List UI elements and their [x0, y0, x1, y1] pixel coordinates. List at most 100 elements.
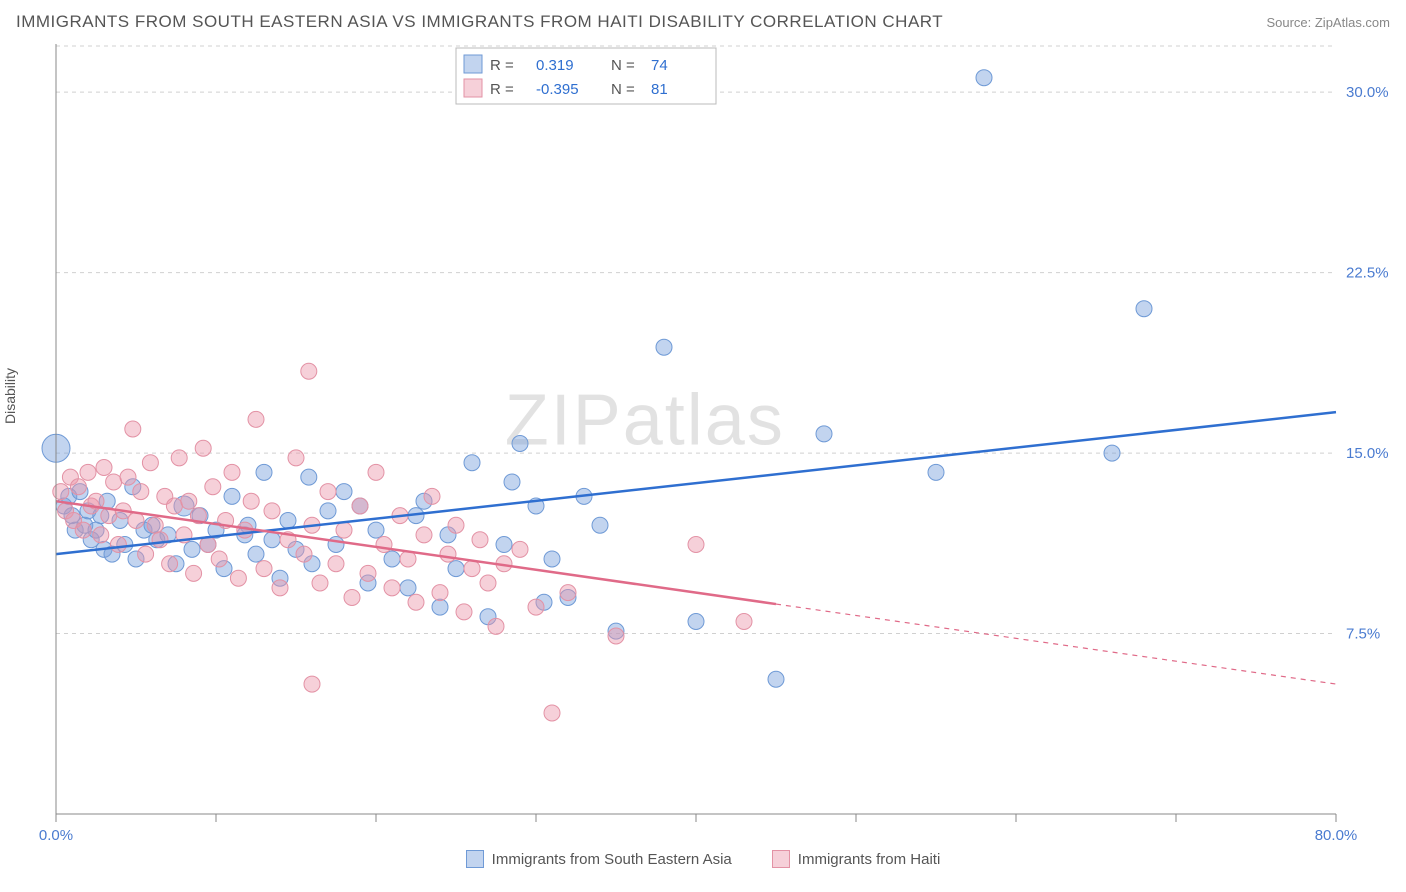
legend-label-haiti: Immigrants from Haiti [798, 851, 941, 868]
data-point-sea [816, 426, 832, 442]
data-point-haiti [256, 561, 272, 577]
y-tick-label: 7.5% [1346, 626, 1380, 643]
data-point-haiti [70, 479, 86, 495]
data-point-haiti [560, 585, 576, 601]
data-point-haiti [360, 565, 376, 581]
data-point-sea [504, 474, 520, 490]
data-point-haiti [416, 527, 432, 543]
source-prefix: Source: [1266, 15, 1314, 30]
data-point-haiti [125, 421, 141, 437]
data-point-haiti [440, 546, 456, 562]
bottom-legend: Immigrants from South Eastern Asia Immig… [0, 850, 1406, 868]
data-point-haiti [186, 565, 202, 581]
data-point-haiti [296, 546, 312, 562]
y-tick-label: 22.5% [1346, 265, 1389, 282]
source-name: ZipAtlas.com [1315, 15, 1390, 30]
data-point-haiti [162, 556, 178, 572]
data-point-haiti [320, 484, 336, 500]
stat-swatch-sea [464, 55, 482, 73]
data-point-sea [384, 551, 400, 567]
chart-container: Disability ZIPatlas0.0%80.0%7.5%15.0%22.… [16, 44, 1390, 844]
data-point-haiti [608, 628, 624, 644]
data-point-sea [656, 339, 672, 355]
data-point-haiti [368, 464, 384, 480]
data-point-sea [512, 435, 528, 451]
data-point-haiti [272, 580, 288, 596]
svg-text:R =: R = [490, 57, 514, 74]
data-point-haiti [224, 464, 240, 480]
data-point-haiti [166, 498, 182, 514]
svg-text:81: 81 [651, 81, 668, 98]
chart-source: Source: ZipAtlas.com [1266, 15, 1390, 30]
data-point-haiti [133, 484, 149, 500]
legend-swatch-sea [466, 850, 484, 868]
data-point-haiti [75, 522, 91, 538]
svg-text:R =: R = [490, 81, 514, 98]
data-point-haiti [264, 503, 280, 519]
data-point-sea [328, 537, 344, 553]
data-point-haiti [96, 460, 112, 476]
watermark: ZIPatlas [505, 380, 785, 460]
data-point-haiti [408, 594, 424, 610]
data-point-sea [592, 517, 608, 533]
data-point-sea [688, 614, 704, 630]
data-point-sea [464, 455, 480, 471]
legend-label-sea: Immigrants from South Eastern Asia [492, 851, 732, 868]
data-point-haiti [138, 546, 154, 562]
y-axis-label: Disability [2, 368, 18, 424]
data-point-haiti [456, 604, 472, 620]
data-point-haiti [230, 570, 246, 586]
data-point-haiti [211, 551, 227, 567]
trend-line-dashed-haiti [776, 604, 1336, 684]
data-point-haiti [93, 527, 109, 543]
data-point-haiti [120, 469, 136, 485]
data-point-haiti [301, 363, 317, 379]
data-point-sea [768, 671, 784, 687]
data-point-haiti [480, 575, 496, 591]
data-point-haiti [205, 479, 221, 495]
data-point-haiti [128, 512, 144, 528]
data-point-sea [928, 464, 944, 480]
data-point-haiti [312, 575, 328, 591]
data-point-haiti [488, 618, 504, 634]
data-point-haiti [248, 411, 264, 427]
data-point-haiti [328, 556, 344, 572]
data-point-sea [256, 464, 272, 480]
svg-text:74: 74 [651, 57, 668, 74]
data-point-sea [448, 561, 464, 577]
svg-text:N =: N = [611, 81, 635, 98]
data-point-sea [301, 469, 317, 485]
data-point-sea [184, 541, 200, 557]
data-point-haiti [243, 493, 259, 509]
data-point-haiti [736, 614, 752, 630]
data-point-haiti [53, 484, 69, 500]
data-point-haiti [195, 440, 211, 456]
data-point-haiti [304, 676, 320, 692]
data-point-haiti [528, 599, 544, 615]
svg-text:N =: N = [611, 57, 635, 74]
y-tick-label: 15.0% [1346, 445, 1389, 462]
data-point-sea [496, 537, 512, 553]
y-tick-label: 30.0% [1346, 84, 1389, 101]
data-point-haiti [152, 532, 168, 548]
data-point-haiti [147, 517, 163, 533]
svg-text:-0.395: -0.395 [536, 81, 579, 98]
data-point-haiti [544, 705, 560, 721]
data-point-haiti [352, 498, 368, 514]
data-point-haiti [288, 450, 304, 466]
data-point-haiti [688, 537, 704, 553]
data-point-sea [1104, 445, 1120, 461]
x-tick-label: 0.0% [39, 827, 73, 844]
data-point-sea [400, 580, 416, 596]
legend-item-haiti: Immigrants from Haiti [772, 850, 941, 868]
data-point-sea [1136, 301, 1152, 317]
data-point-haiti [106, 474, 122, 490]
data-point-sea [368, 522, 384, 538]
data-point-haiti [432, 585, 448, 601]
data-point-haiti [472, 532, 488, 548]
data-point-haiti [344, 589, 360, 605]
data-point-haiti [464, 561, 480, 577]
data-point-sea [224, 488, 240, 504]
data-point-sea [336, 484, 352, 500]
data-point-sea [248, 546, 264, 562]
